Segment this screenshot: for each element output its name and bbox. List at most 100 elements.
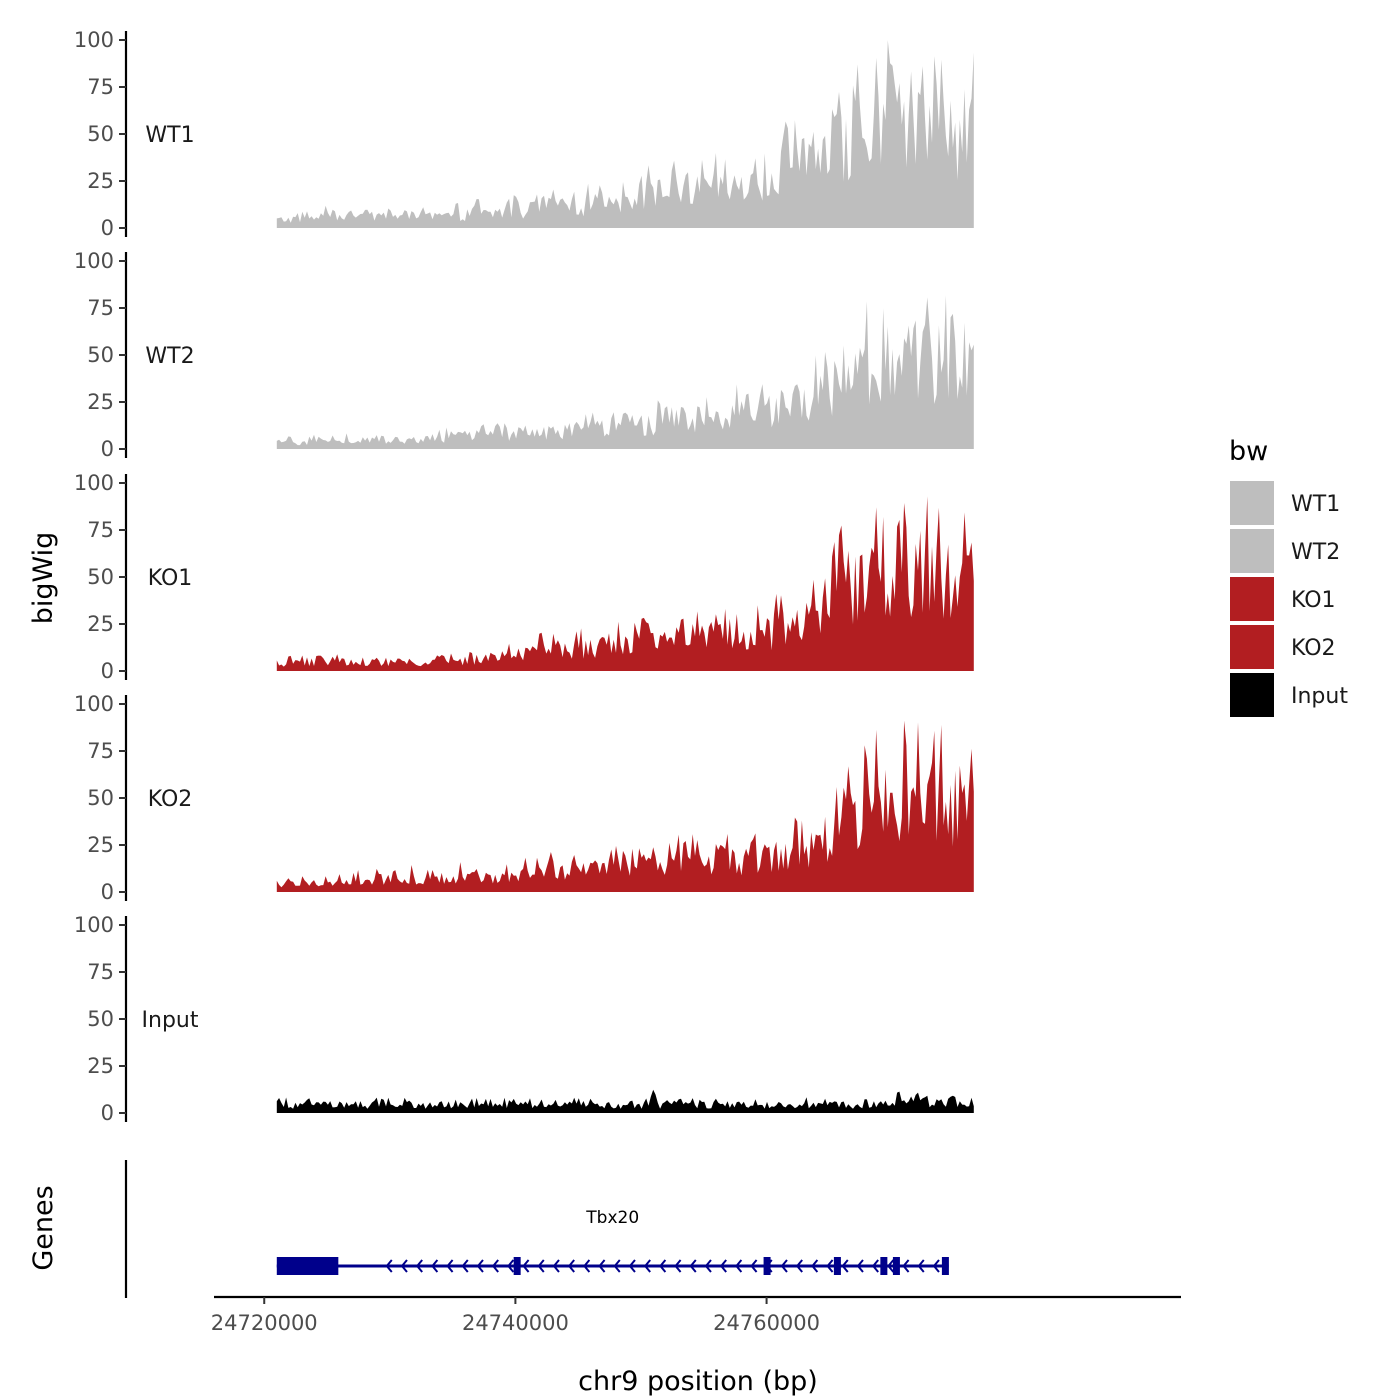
strand-arrow [583, 1259, 591, 1273]
x-axis-title: chr9 position (bp) [578, 1366, 818, 1397]
strand-arrow [826, 1259, 834, 1273]
gene-exon [513, 1257, 521, 1275]
legend-label-wt1: WT1 [1291, 492, 1340, 517]
strand-arrow [917, 1259, 925, 1273]
strand-arrow [841, 1259, 849, 1273]
coverage-area-ko2 [276, 720, 974, 892]
strand-arrow [613, 1259, 621, 1273]
strand-arrow [567, 1259, 575, 1273]
y-tick-label: 25 [87, 833, 114, 857]
strand-arrow [902, 1259, 910, 1273]
tracks-layer: 0255075100WT10255075100WT20255075100KO10… [74, 28, 974, 1125]
y-tick-label: 100 [74, 249, 114, 273]
gene-tbx20: Tbx20 [276, 1208, 949, 1275]
coverage-area-wt1 [276, 40, 974, 228]
track-label: WT1 [145, 123, 194, 148]
legend-label-input: Input [1291, 684, 1348, 709]
strand-arrow [735, 1259, 743, 1273]
y-tick-label: 0 [101, 216, 114, 240]
strand-arrow [750, 1259, 758, 1273]
track-input: 0 25 50 75 100 Input [74, 913, 974, 1125]
strand-arrow [780, 1259, 788, 1273]
strand-arrow [932, 1259, 940, 1273]
x-tick-label: 24740000 [462, 1311, 569, 1335]
strand-arrow [795, 1259, 803, 1273]
coverage-area-wt2 [276, 295, 974, 449]
strand-arrow [507, 1259, 515, 1273]
track-ko2: 0 25 50 75 100 KO2 [74, 692, 974, 904]
coverage-area-ko1 [276, 496, 974, 671]
legend-swatch-wt2 [1230, 529, 1274, 573]
y-tick-label: 75 [87, 960, 114, 984]
strand-arrow [598, 1259, 606, 1273]
gene-exon [833, 1257, 841, 1275]
y-tick-label: 75 [87, 296, 114, 320]
y-axis-title: bigWig [28, 532, 59, 625]
strand-arrow [431, 1259, 439, 1273]
strand-arrow [491, 1259, 499, 1273]
y-tick-label: 100 [74, 913, 114, 937]
strand-arrow [643, 1259, 651, 1273]
strand-arrow [871, 1259, 879, 1273]
y-tick-label: 25 [87, 1054, 114, 1078]
strand-arrow [811, 1259, 819, 1273]
strand-arrow [385, 1259, 393, 1273]
track-wt1: 0 25 50 75 100 WT1 [74, 28, 974, 240]
strand-arrow [628, 1259, 636, 1273]
y-tick-label: 0 [101, 659, 114, 683]
strand-arrow [887, 1259, 895, 1273]
strand-arrow [552, 1259, 560, 1273]
strand-arrow [415, 1259, 423, 1273]
strand-arrow [704, 1259, 712, 1273]
legend: bw WT1 WT2 KO1 KO2 Input [1229, 436, 1348, 717]
strand-arrow [461, 1259, 469, 1273]
gene-name-label: Tbx20 [585, 1208, 639, 1228]
legend-title: bw [1229, 436, 1268, 467]
legend-label-ko1: KO1 [1291, 588, 1336, 613]
strand-arrow [400, 1259, 408, 1273]
legend-swatch-input [1230, 673, 1274, 717]
gene-utr-block [276, 1257, 339, 1275]
y-tick-label: 100 [74, 471, 114, 495]
y-tick-label: 25 [87, 612, 114, 636]
track-label: KO1 [148, 566, 193, 591]
gene-exon [892, 1257, 900, 1275]
y-tick-label: 50 [87, 786, 114, 810]
x-axis: 24720000 24740000 24760000 [211, 1295, 1181, 1335]
y-tick-label: 75 [87, 75, 114, 99]
strand-arrow [476, 1259, 484, 1273]
track-label: WT2 [145, 344, 194, 369]
strand-arrow [689, 1259, 697, 1273]
legend-label-wt2: WT2 [1291, 540, 1340, 565]
gene-exon [763, 1257, 771, 1275]
y-tick-label: 50 [87, 122, 114, 146]
x-tick-label: 24760000 [713, 1311, 820, 1335]
track-ko1: 0 25 50 75 100 KO1 [74, 471, 974, 683]
y-tick-label: 25 [87, 390, 114, 414]
y-tick-label: 50 [87, 565, 114, 589]
track-label: Input [142, 1008, 199, 1033]
legend-label-ko2: KO2 [1291, 636, 1336, 661]
y-tick-label: 100 [74, 28, 114, 52]
genes-track: Tbx20 [124, 1160, 949, 1298]
genes-axis-title: Genes [28, 1185, 59, 1270]
y-tick-label: 75 [87, 739, 114, 763]
strand-arrow [659, 1259, 667, 1273]
y-tick-label: 50 [87, 343, 114, 367]
strand-arrow [856, 1259, 864, 1273]
y-tick-label: 50 [87, 1007, 114, 1031]
coverage-area-input [276, 1089, 974, 1113]
track-wt2: 0 25 50 75 100 WT2 [74, 249, 974, 461]
track-label: KO2 [148, 787, 193, 812]
strand-arrow [446, 1259, 454, 1273]
gene-exon [880, 1257, 888, 1275]
y-tick-label: 25 [87, 169, 114, 193]
legend-swatch-ko1 [1230, 577, 1274, 621]
legend-swatch-wt1 [1230, 481, 1274, 525]
y-tick-label: 75 [87, 518, 114, 542]
strand-arrow [537, 1259, 545, 1273]
y-tick-label: 0 [101, 1101, 114, 1125]
x-tick-label: 24720000 [211, 1311, 318, 1335]
y-tick-label: 100 [74, 692, 114, 716]
legend-swatch-ko2 [1230, 625, 1274, 669]
